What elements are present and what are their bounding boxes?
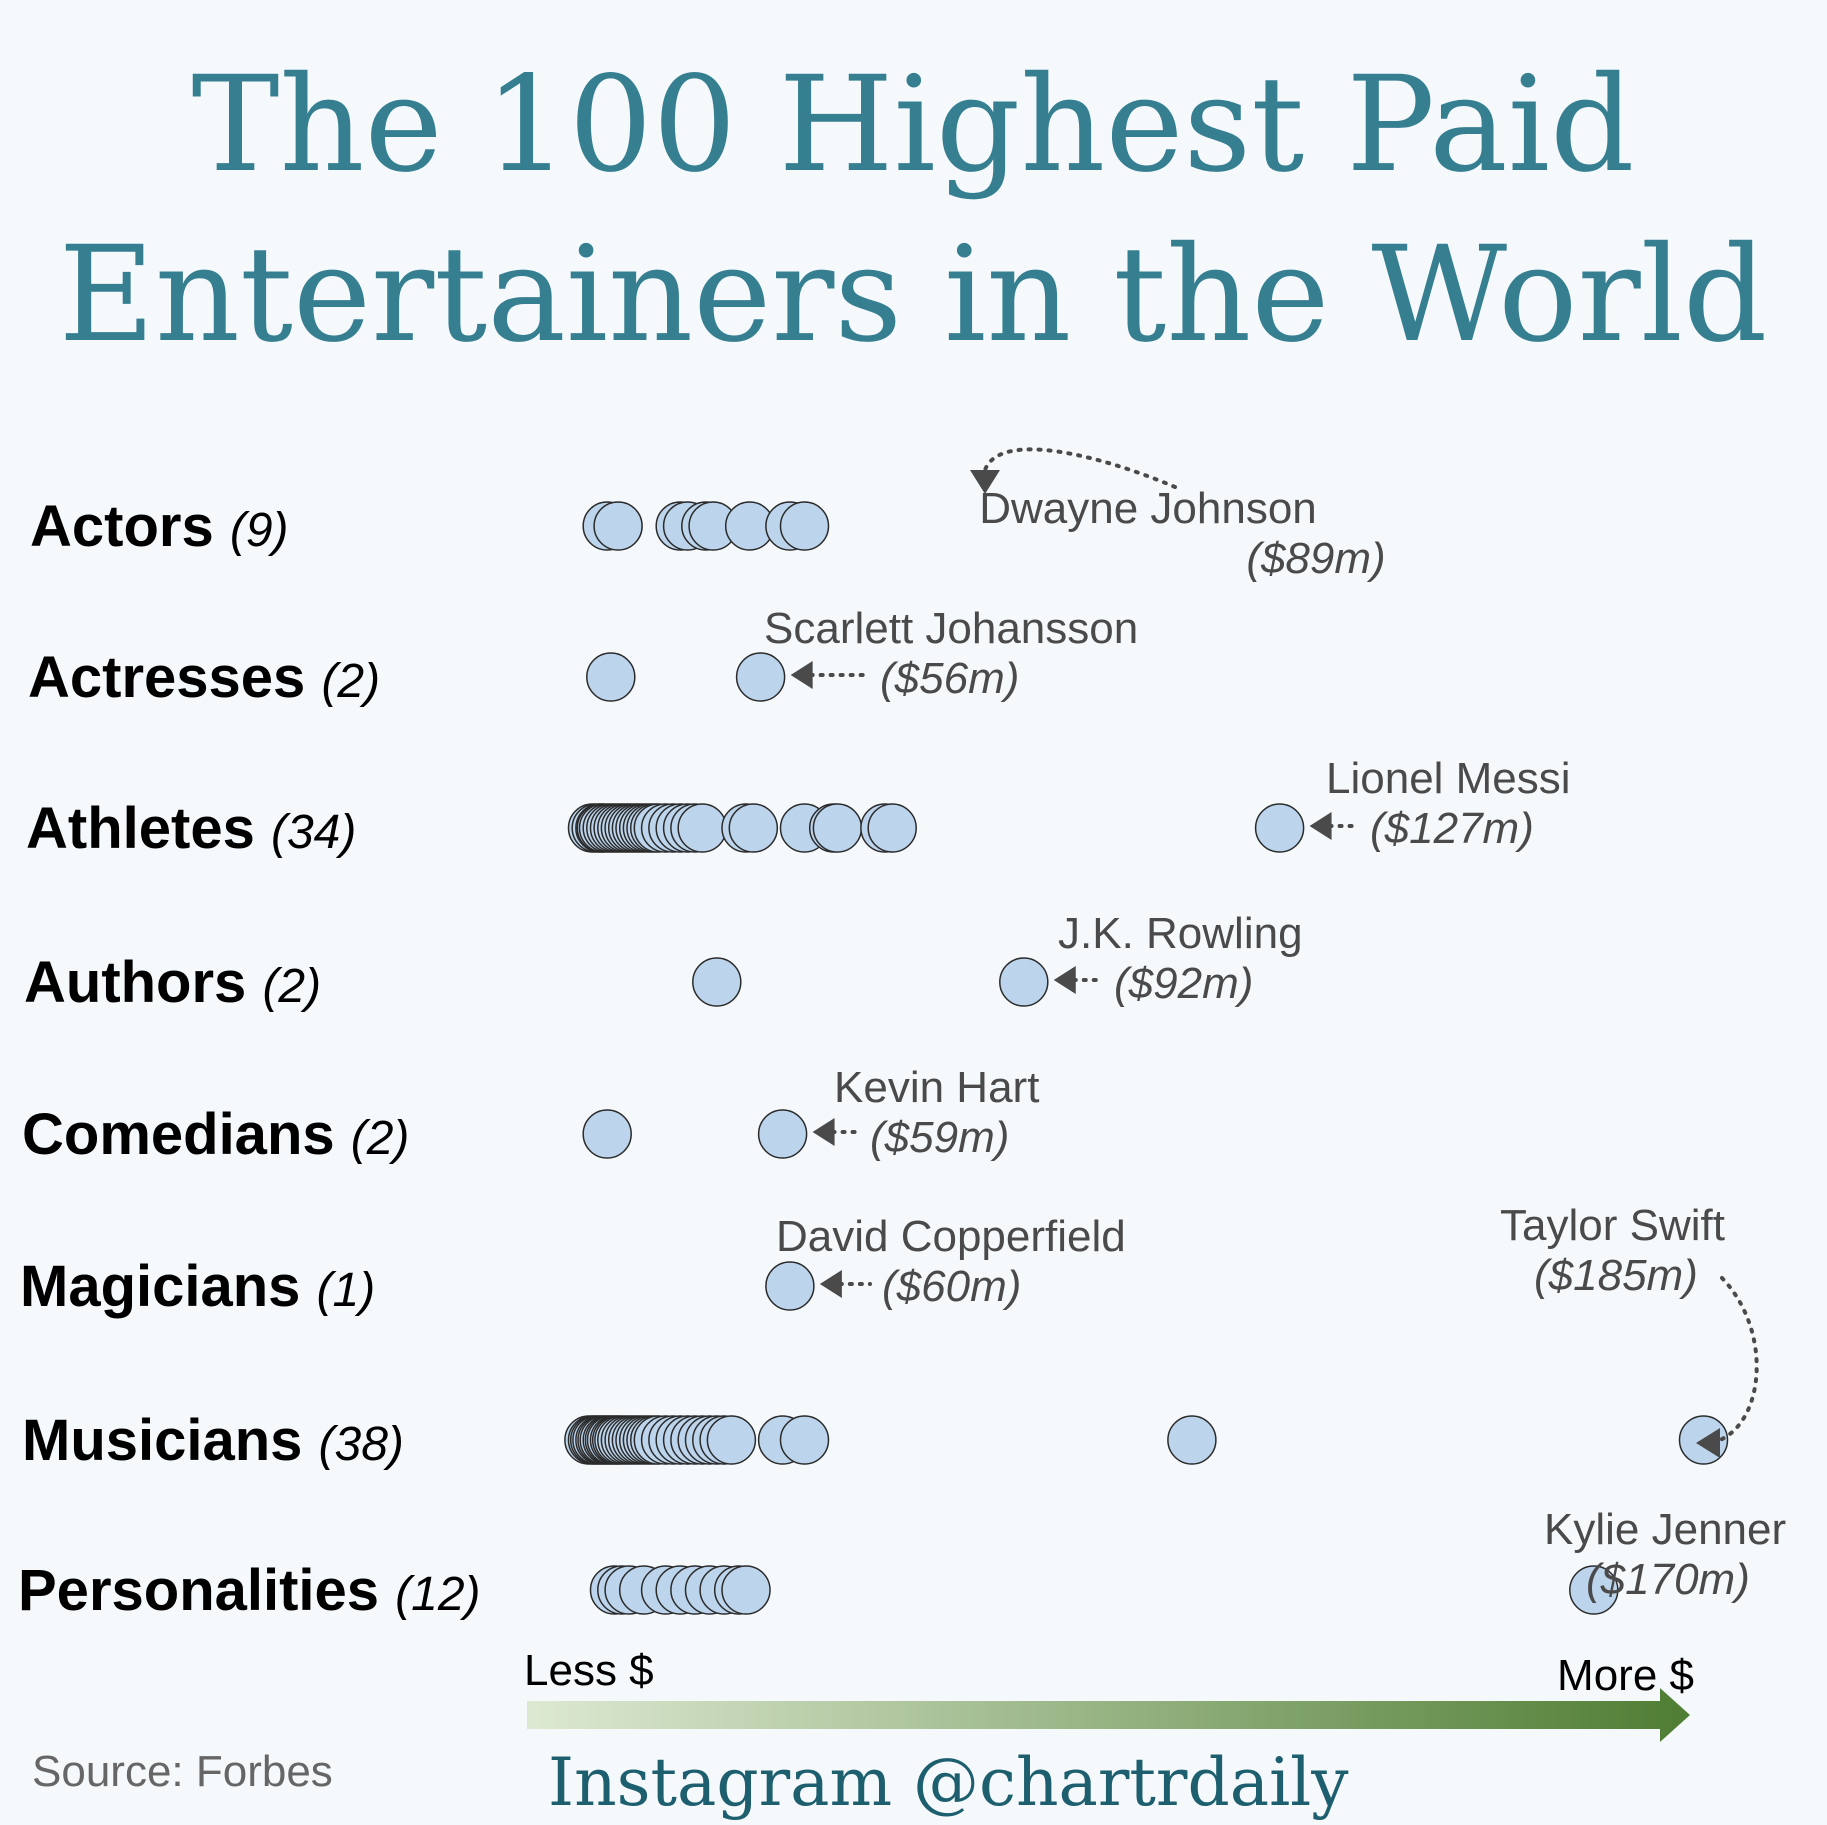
category-name: Athletes <box>26 796 271 861</box>
axis-less-label: Less $ <box>524 1646 654 1695</box>
annotation-name: Scarlett Johansson <box>764 604 1138 653</box>
category-row-athletes: Athletes (34) Lionel Messi($127m) <box>26 754 1571 861</box>
data-point <box>779 501 830 551</box>
annotation-name: Taylor Swift <box>1500 1201 1725 1250</box>
annotation-arrow-head <box>1696 1428 1720 1458</box>
annotation-arrow-head <box>1053 966 1076 994</box>
category-name: Comedians <box>22 1102 351 1167</box>
annotation-arrow-line <box>983 447 1177 489</box>
data-point <box>586 652 636 702</box>
data-point <box>765 1261 815 1311</box>
data-point <box>1254 803 1305 853</box>
annotation-value: ($59m) <box>870 1113 1009 1162</box>
annotation-name: J.K. Rowling <box>1058 909 1303 958</box>
annotation-name: Lionel Messi <box>1326 754 1571 803</box>
data-point <box>779 1415 830 1465</box>
annotation-value: ($60m) <box>882 1262 1021 1311</box>
category-count: (38) <box>319 1418 404 1471</box>
category-label: Authors (2) <box>24 950 321 1015</box>
category-row-authors: Authors (2) J.K. Rowling($92m) <box>24 909 1303 1015</box>
category-count: (34) <box>271 806 356 859</box>
credit-label: Instagram @chartrdaily <box>548 1744 1349 1821</box>
data-point <box>728 803 779 853</box>
earnings-direction-arrow <box>527 1688 1690 1742</box>
category-label: Musicians (38) <box>22 1408 404 1473</box>
category-rows: Actors (9) Dwayne Johnson($89m) Actresses … <box>18 447 1786 1623</box>
annotation-value: ($89m) <box>1246 534 1385 583</box>
source-label: Source: Forbes <box>32 1747 333 1796</box>
annotation-arrow-head <box>812 1118 835 1146</box>
category-count: (12) <box>395 1568 480 1621</box>
category-count: (2) <box>351 1112 410 1165</box>
category-count: (1) <box>317 1264 376 1317</box>
data-point <box>812 803 863 853</box>
data-point <box>867 803 917 853</box>
data-point <box>706 1415 757 1465</box>
category-label: Actresses (2) <box>28 645 380 710</box>
category-row-comedians: Comedians (2) Kevin Hart($59m) <box>22 1063 1039 1167</box>
category-count: (2) <box>321 655 380 708</box>
category-name: Magicians <box>20 1254 317 1319</box>
data-point <box>582 1109 632 1159</box>
category-name: Actresses <box>28 645 321 710</box>
category-name: Actors <box>30 494 230 559</box>
category-name: Musicians <box>22 1408 319 1473</box>
annotation-name: Dwayne Johnson <box>979 484 1317 533</box>
annotation-arrow-head <box>819 1270 842 1298</box>
annotation-value: ($127m) <box>1370 804 1534 853</box>
category-row-musicians: Musicians (38) Taylor Swift($185m) <box>22 1201 1759 1473</box>
category-row-magicians: Magicians (1) David Copperfield($60m) <box>20 1212 1126 1319</box>
annotation-value: ($92m) <box>1114 959 1253 1008</box>
annotation-arrow-line <box>1718 1276 1759 1442</box>
category-label: Personalities (12) <box>18 1558 481 1623</box>
category-label: Actors (9) <box>30 494 289 559</box>
data-point <box>999 957 1049 1007</box>
category-label: Magicians (1) <box>20 1254 375 1319</box>
annotation-name: Kevin Hart <box>834 1063 1039 1112</box>
data-point <box>593 501 643 551</box>
category-name: Personalities <box>18 1558 395 1623</box>
category-label: Athletes (34) <box>26 796 356 861</box>
data-point <box>692 957 742 1007</box>
data-point <box>1569 1565 1619 1615</box>
annotation-value: ($185m) <box>1534 1251 1698 1300</box>
category-count: (9) <box>230 504 289 557</box>
category-count: (2) <box>262 960 321 1013</box>
annotation-arrow-head <box>790 661 813 689</box>
annotation-name: David Copperfield <box>776 1212 1126 1261</box>
chart-title-line-2: Entertainers in the World <box>59 218 1768 372</box>
annotation-arrow-head <box>970 470 1000 494</box>
data-point <box>757 1109 808 1159</box>
data-point <box>721 1565 771 1615</box>
data-point <box>735 652 786 702</box>
category-name: Authors <box>24 950 262 1015</box>
annotation-value: ($56m) <box>880 654 1019 703</box>
category-row-actresses: Actresses (2) Scarlett Johansson($56m) <box>28 604 1138 710</box>
category-row-personalities: Personalities (12) Kylie Jenner($170m) <box>18 1505 1786 1623</box>
annotation-value: ($170m) <box>1586 1555 1750 1604</box>
data-point <box>677 803 727 853</box>
category-row-actors: Actors (9) Dwayne Johnson($89m) <box>30 447 1386 583</box>
axis-more-label: More $ <box>1557 1651 1694 1700</box>
annotation-arrow-head <box>1309 812 1332 840</box>
chart-title-line-1: The 100 Highest Paid <box>191 48 1634 202</box>
data-point <box>1167 1415 1217 1465</box>
annotation-name: Kylie Jenner <box>1544 1505 1786 1554</box>
category-label: Comedians (2) <box>22 1102 409 1167</box>
